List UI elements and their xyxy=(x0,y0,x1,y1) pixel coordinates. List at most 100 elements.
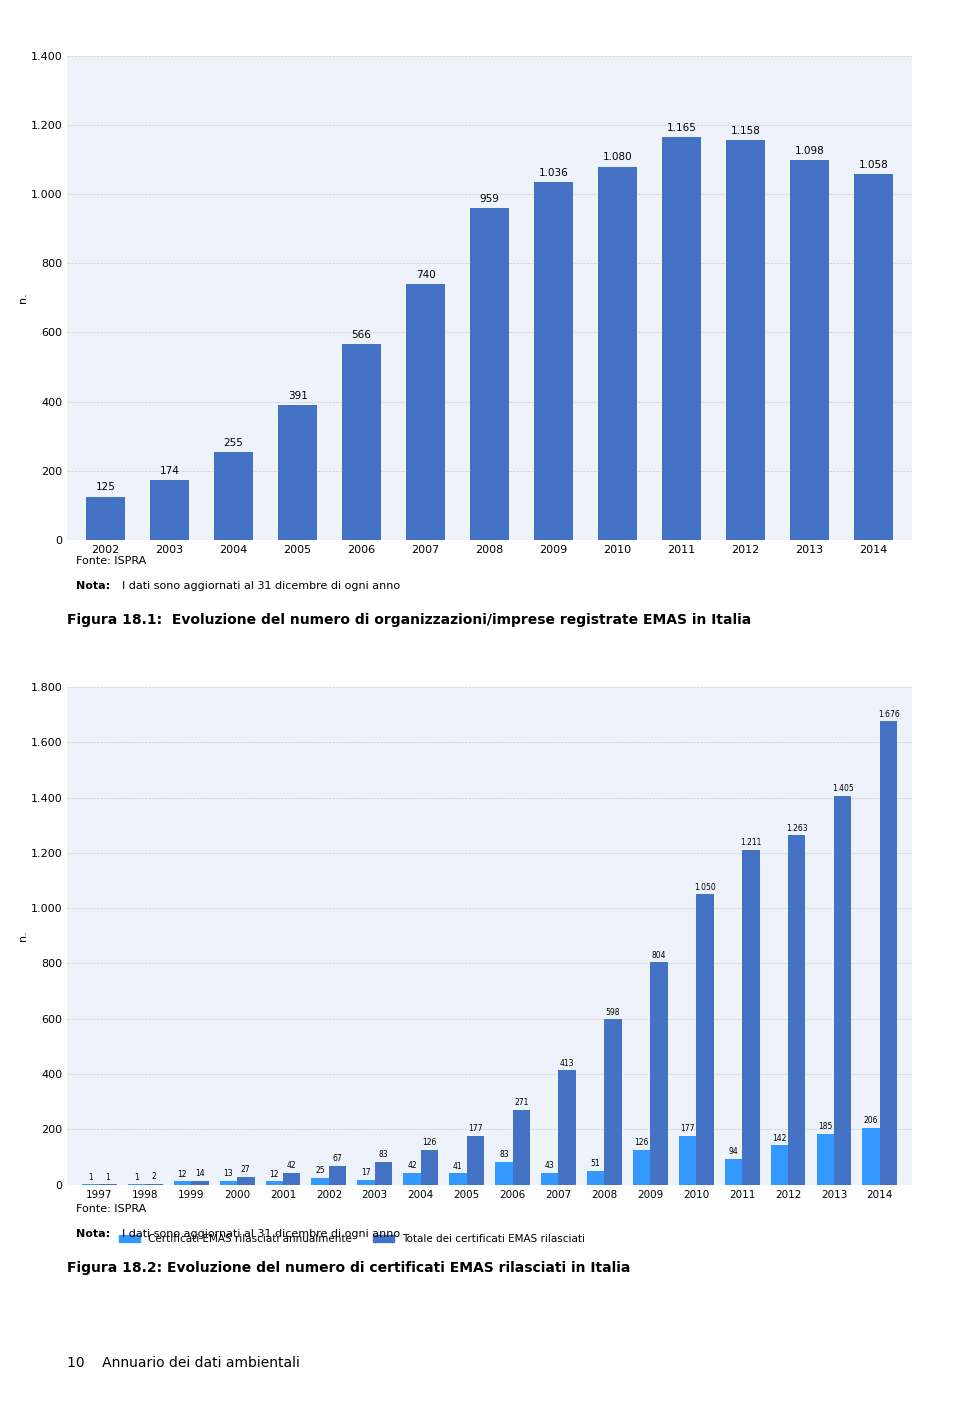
Bar xyxy=(725,1158,742,1185)
Text: 67: 67 xyxy=(333,1154,343,1164)
Text: 125: 125 xyxy=(96,482,115,492)
Text: Figura 18.2: Evoluzione del numero di certificati EMAS rilasciati in Italia: Figura 18.2: Evoluzione del numero di ce… xyxy=(67,1260,631,1274)
Text: 1.165: 1.165 xyxy=(666,123,697,133)
Text: 83: 83 xyxy=(499,1150,509,1159)
Text: 42: 42 xyxy=(407,1161,417,1171)
Text: 1.050: 1.050 xyxy=(694,883,716,892)
Bar xyxy=(214,451,252,540)
Legend: Certificati EMAS rilasciati annualmente, Totale dei certificati EMAS rilasciati: Certificati EMAS rilasciati annualmente,… xyxy=(114,1230,589,1248)
Text: 1: 1 xyxy=(106,1172,110,1182)
Bar xyxy=(151,479,189,540)
Bar xyxy=(535,182,573,540)
Bar xyxy=(513,1110,530,1185)
Text: 2: 2 xyxy=(152,1172,156,1182)
Text: 598: 598 xyxy=(606,1008,620,1016)
Text: 413: 413 xyxy=(560,1059,574,1068)
Bar xyxy=(329,1166,347,1185)
Bar xyxy=(598,167,636,540)
Bar xyxy=(696,894,713,1185)
Text: 126: 126 xyxy=(422,1138,437,1147)
Text: 1.036: 1.036 xyxy=(539,168,568,178)
Text: 1.158: 1.158 xyxy=(731,126,760,136)
Text: 174: 174 xyxy=(159,465,180,475)
Bar xyxy=(278,405,317,540)
Text: 1.058: 1.058 xyxy=(859,160,888,170)
Text: 94: 94 xyxy=(729,1147,738,1155)
Bar xyxy=(449,1173,467,1185)
Bar xyxy=(283,1173,300,1185)
Text: 1: 1 xyxy=(88,1172,93,1182)
Bar xyxy=(650,962,668,1185)
Text: I dati sono aggiornati al 31 dicembre di ogni anno: I dati sono aggiornati al 31 dicembre di… xyxy=(122,1228,400,1238)
Bar xyxy=(679,1136,696,1185)
Text: 255: 255 xyxy=(224,437,244,447)
Bar xyxy=(862,1127,880,1185)
Text: 142: 142 xyxy=(772,1134,786,1143)
Text: 42: 42 xyxy=(287,1161,297,1171)
Text: Fonte: ISPRA: Fonte: ISPRA xyxy=(76,1203,146,1214)
Bar xyxy=(559,1071,576,1185)
Text: 1.405: 1.405 xyxy=(831,785,853,794)
Text: I dati sono aggiornati al 31 dicembre di ogni anno: I dati sono aggiornati al 31 dicembre di… xyxy=(122,580,400,590)
Bar xyxy=(266,1182,283,1185)
Text: Nota:: Nota: xyxy=(76,580,109,590)
Text: 566: 566 xyxy=(351,329,372,341)
Text: 1.676: 1.676 xyxy=(877,709,900,718)
Bar xyxy=(605,1019,622,1185)
Bar xyxy=(790,160,828,540)
Text: 1: 1 xyxy=(134,1172,139,1182)
Bar xyxy=(191,1180,208,1185)
Text: 12: 12 xyxy=(270,1169,279,1179)
Text: 12: 12 xyxy=(178,1169,187,1179)
Bar xyxy=(467,1136,484,1185)
Bar xyxy=(220,1180,237,1185)
Bar xyxy=(788,836,805,1185)
Text: 271: 271 xyxy=(515,1098,528,1108)
Text: Figura 18.1:  Evoluzione del numero di organizzazioni/imprese registrate EMAS in: Figura 18.1: Evoluzione del numero di or… xyxy=(67,613,752,627)
Bar xyxy=(727,140,765,540)
Text: 17: 17 xyxy=(361,1168,371,1178)
Text: 25: 25 xyxy=(316,1166,325,1175)
Text: 804: 804 xyxy=(652,951,666,959)
Text: 959: 959 xyxy=(480,195,499,205)
Text: 13: 13 xyxy=(224,1169,233,1178)
Text: 740: 740 xyxy=(416,271,436,280)
Bar xyxy=(834,796,852,1185)
Y-axis label: n.: n. xyxy=(18,931,28,941)
Bar xyxy=(587,1171,605,1185)
Text: 1.211: 1.211 xyxy=(740,838,761,847)
Y-axis label: n.: n. xyxy=(18,293,28,303)
Text: 27: 27 xyxy=(241,1165,251,1175)
Text: Nota:: Nota: xyxy=(76,1228,109,1238)
Bar xyxy=(174,1182,191,1185)
Bar xyxy=(662,137,701,540)
Bar xyxy=(237,1178,254,1185)
Text: 1.263: 1.263 xyxy=(786,824,807,833)
Bar xyxy=(343,345,381,540)
Text: 126: 126 xyxy=(635,1138,649,1147)
Text: 83: 83 xyxy=(379,1150,389,1159)
Text: 1.080: 1.080 xyxy=(603,153,633,163)
Text: 1.098: 1.098 xyxy=(795,146,825,156)
Bar xyxy=(495,1162,513,1185)
Bar xyxy=(817,1134,834,1185)
Text: 14: 14 xyxy=(195,1169,204,1178)
Text: 206: 206 xyxy=(864,1116,878,1124)
Text: 177: 177 xyxy=(681,1124,695,1133)
Bar xyxy=(880,721,898,1185)
Text: 10    Annuario dei dati ambientali: 10 Annuario dei dati ambientali xyxy=(67,1356,300,1370)
Bar xyxy=(86,496,125,540)
Bar xyxy=(854,174,893,540)
Text: 185: 185 xyxy=(818,1122,832,1131)
Text: 51: 51 xyxy=(590,1159,600,1168)
Bar xyxy=(311,1178,329,1185)
Bar xyxy=(470,209,509,540)
Text: 177: 177 xyxy=(468,1124,483,1133)
Text: Fonte: ISPRA: Fonte: ISPRA xyxy=(76,555,146,566)
Text: 391: 391 xyxy=(288,391,307,401)
Bar xyxy=(374,1162,393,1185)
Text: 41: 41 xyxy=(453,1162,463,1171)
Bar xyxy=(420,1150,438,1185)
Bar xyxy=(633,1150,650,1185)
Bar xyxy=(541,1173,559,1185)
